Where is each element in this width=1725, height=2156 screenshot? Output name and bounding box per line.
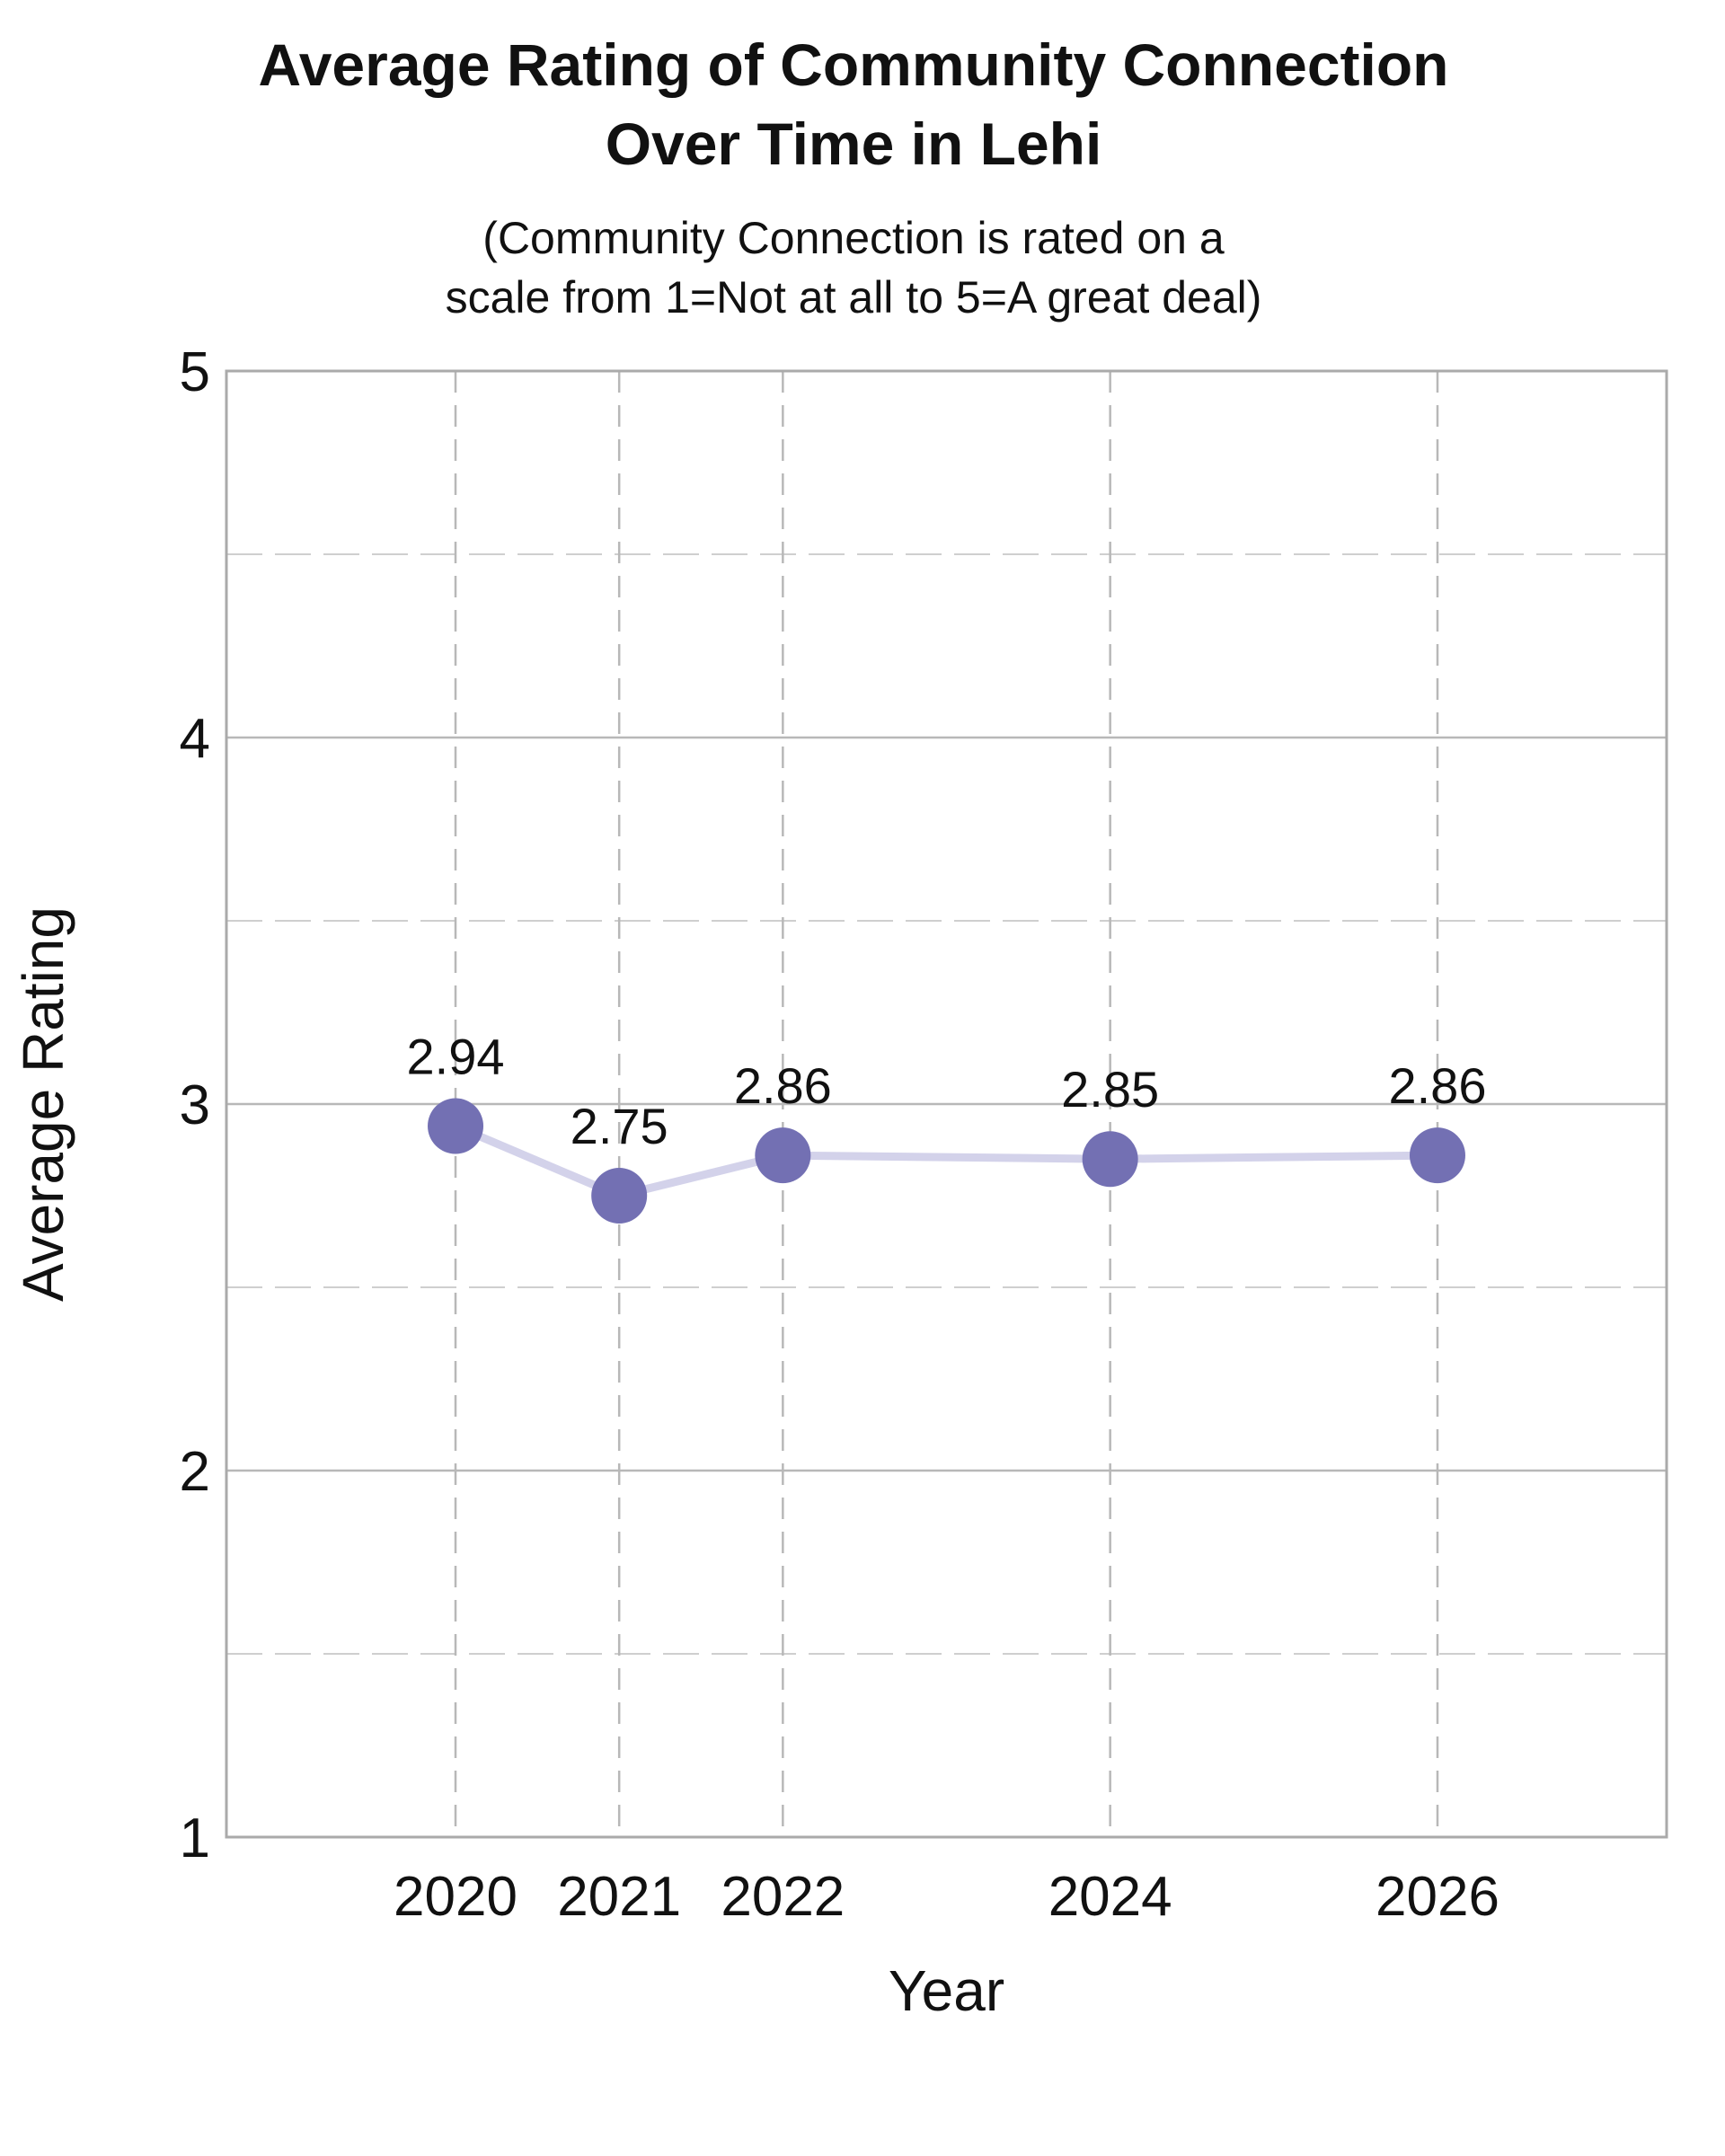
y-tick-label: 4 [180,708,210,770]
x-tick-label: 2022 [721,1866,845,1928]
labels-layer: 1 2 3 4 5 2020 2021 2022 2024 2026 2.94 2.75 2.86 2.8… [180,341,1499,1928]
y-tick-label: 3 [180,1074,210,1136]
y-axis-title: Average Rating [11,906,75,1302]
y-tick-label: 1 [180,1807,210,1869]
chart-subtitle-line-2: scale from 1=Not at all to 5=A great dea… [445,272,1262,323]
x-axis-title: Year [889,1958,1004,2023]
data-label: 2.85 [1061,1061,1159,1118]
x-tick-label: 2021 [557,1866,681,1928]
x-tick-label: 2024 [1048,1866,1172,1928]
data-label: 2.86 [1388,1057,1486,1114]
data-label: 2.75 [571,1098,668,1154]
chart-subtitle-line-1: (Community Connection is rated on a [482,213,1225,263]
data-label: 2.94 [407,1028,505,1084]
data-point [1082,1131,1138,1188]
chart-title-line-1: Average Rating of Community Connection [258,31,1449,98]
x-tick-label: 2026 [1376,1866,1499,1928]
data-label: 2.86 [734,1057,832,1114]
y-tick-label: 5 [180,341,210,403]
data-point [1409,1127,1465,1184]
chart-title-line-2: Over Time in Lehi [605,110,1102,177]
x-tick-label: 2020 [394,1866,518,1928]
plot-frame [225,369,1668,1839]
y-tick-label: 2 [180,1441,210,1503]
series-line-layer [428,1098,1465,1224]
data-point [591,1168,648,1224]
data-point [755,1127,811,1184]
data-point [428,1098,484,1154]
